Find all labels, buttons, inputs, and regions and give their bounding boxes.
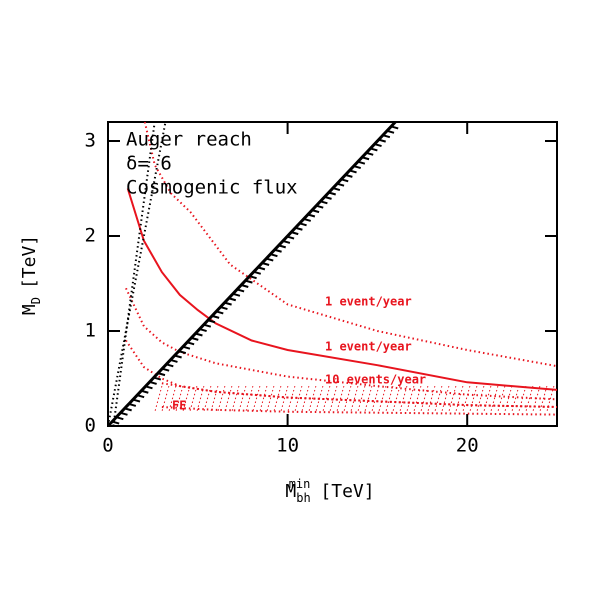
x-tick-label: 10 (276, 435, 299, 457)
curve (143, 122, 557, 368)
y-tick-label: 0 (85, 415, 96, 437)
y-axis-label: MD[TeV] (19, 235, 43, 315)
plot-frame (107, 121, 558, 427)
curve (108, 122, 397, 426)
curve (126, 188, 557, 391)
curve (112, 122, 156, 426)
fe-hatching (154, 385, 555, 412)
annotation: FE (172, 399, 186, 413)
curve (161, 382, 557, 408)
curve (108, 122, 167, 426)
legend-text: Cosmogenic flux (126, 177, 298, 199)
x-tick-label: 0 (102, 435, 113, 457)
y-tick-label: 1 (85, 320, 96, 342)
legend-text: δ= 6 (126, 153, 172, 175)
annotation: 1 event/year (325, 340, 412, 354)
annotation: 1 event/year (325, 295, 412, 309)
annotation: 10 events/year (325, 373, 426, 387)
hatching (111, 125, 399, 425)
x-axis-label: Mbhmin [TeV] (285, 477, 374, 505)
curve (161, 406, 557, 416)
x-tick-label: 20 (456, 435, 479, 457)
y-tick-label: 3 (85, 130, 96, 152)
y-tick-label: 2 (85, 225, 96, 247)
curve (125, 287, 557, 401)
legend-text: Auger reach (126, 129, 252, 151)
